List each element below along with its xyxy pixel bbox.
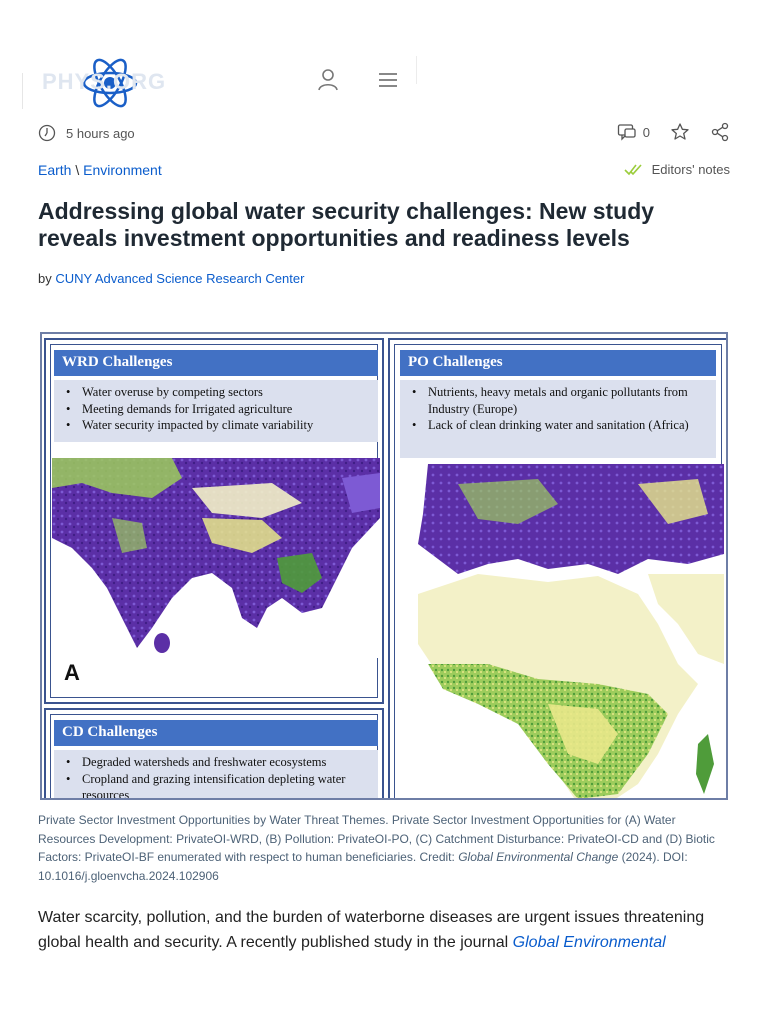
- article-title: Addressing global water security challen…: [38, 198, 655, 251]
- logo-text: PHYS.ORG: [42, 69, 167, 94]
- article-actions: 0: [597, 122, 730, 142]
- south-asia-map: [52, 458, 380, 658]
- byline: by CUNY Advanced Science Research Center: [38, 271, 304, 286]
- editors-notes-button[interactable]: Editors' notes: [624, 162, 730, 177]
- menu-icon[interactable]: [374, 66, 402, 94]
- article-paragraph: Water scarcity, pollution, and the burde…: [38, 905, 728, 955]
- figure-caption: Private Sector Investment Opportunities …: [38, 811, 728, 885]
- caption-text: Private Sector Investment Opportunities …: [38, 813, 715, 864]
- logo-divider: [22, 73, 23, 109]
- comments-button[interactable]: 0: [617, 123, 650, 141]
- panel-cd-item: Cropland and grazing intensification dep…: [64, 771, 370, 799]
- share-icon: [711, 122, 729, 142]
- panel-wrd-item: Water security impacted by climate varia…: [64, 417, 370, 434]
- panel-wrd-item: Meeting demands for Irrigated agricultur…: [64, 401, 370, 418]
- panel-wrd: WRD Challenges Water overuse by competin…: [44, 338, 384, 704]
- panel-wrd-item: Water overuse by competing sectors: [64, 384, 370, 401]
- journal-link[interactable]: Global Environmental: [512, 934, 666, 951]
- bookmark-button[interactable]: [670, 122, 690, 142]
- panel-po: PO Challenges Nutrients, heavy metals an…: [388, 338, 726, 798]
- panel-wrd-list: Water overuse by competing sectors Meeti…: [54, 380, 378, 442]
- comment-icon: [617, 124, 636, 141]
- africa-europe-map: [398, 464, 724, 798]
- panel-po-list: Nutrients, heavy metals and organic poll…: [400, 380, 716, 458]
- share-button[interactable]: [710, 122, 730, 142]
- clock-icon: [38, 124, 56, 142]
- timestamp-text: 5 hours ago: [66, 125, 135, 141]
- caption-journal: Global Environmental Change: [458, 850, 619, 864]
- double-check-icon: [624, 163, 642, 175]
- panel-po-item: Nutrients, heavy metals and organic poll…: [410, 384, 708, 417]
- panel-po-item: Lack of clean drinking water and sanitat…: [410, 417, 708, 434]
- breadcrumb-earth[interactable]: Earth: [38, 162, 72, 178]
- breadcrumb-separator: \: [75, 162, 80, 178]
- panel-cd-item: Degraded watersheds and freshwater ecosy…: [64, 754, 370, 771]
- star-icon: [671, 123, 689, 140]
- user-icon[interactable]: [314, 66, 342, 94]
- panel-po-heading: PO Challenges: [400, 350, 716, 376]
- panel-cd-list: Degraded watersheds and freshwater ecosy…: [54, 750, 378, 799]
- site-logo[interactable]: PHYS.ORG: [22, 55, 202, 111]
- timestamp: 5 hours ago: [38, 124, 135, 142]
- editors-notes-label: Editors' notes: [651, 162, 730, 177]
- comments-count: 0: [642, 124, 650, 140]
- byline-label: by: [38, 271, 52, 286]
- author-link[interactable]: CUNY Advanced Science Research Center: [55, 271, 305, 286]
- site-header: PHYS.ORG: [0, 0, 768, 120]
- atom-logo-icon: [82, 58, 138, 108]
- header-divider: [416, 56, 417, 84]
- breadcrumb-environment[interactable]: Environment: [83, 162, 162, 178]
- article-meta: 5 hours ago 0: [38, 122, 730, 146]
- caption-doi: (2024). DOI: 10.1016/j.gloenvcha.2024.10…: [38, 850, 688, 883]
- panel-wrd-heading: WRD Challenges: [54, 350, 378, 376]
- panel-cd-heading: CD Challenges: [54, 720, 378, 746]
- paragraph-text: Water scarcity, pollution, and the burde…: [38, 909, 705, 951]
- article-figure[interactable]: WRD Challenges Water overuse by competin…: [40, 332, 728, 800]
- panel-cd: CD Challenges Degraded watersheds and fr…: [44, 708, 384, 799]
- panel-letter-a: A: [64, 660, 80, 685]
- breadcrumb: Earth \ Environment: [38, 162, 162, 178]
